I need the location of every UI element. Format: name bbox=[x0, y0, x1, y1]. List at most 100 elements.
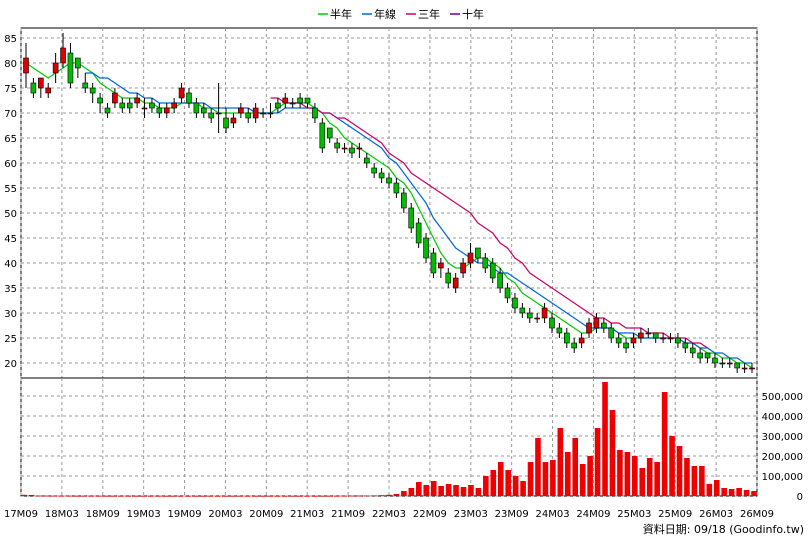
candle-body bbox=[67, 52, 74, 84]
candle-body bbox=[630, 337, 637, 344]
volume-bar bbox=[348, 495, 355, 497]
volume-bar bbox=[140, 495, 146, 497]
volume-bar bbox=[505, 470, 511, 496]
candle-body bbox=[119, 102, 126, 109]
price-tick-label: 30 bbox=[4, 309, 17, 320]
candle-body bbox=[682, 342, 689, 349]
volume-bar bbox=[334, 495, 340, 497]
volume-bar bbox=[617, 450, 623, 496]
candle-body bbox=[571, 342, 578, 349]
candle-body bbox=[467, 252, 474, 264]
volume-bar bbox=[147, 495, 154, 497]
volume-bar bbox=[58, 495, 65, 497]
price-tick-label: 40 bbox=[4, 259, 17, 270]
candle-body bbox=[497, 272, 503, 289]
volume-bar bbox=[319, 495, 325, 497]
candle-body bbox=[75, 57, 81, 69]
candle-body bbox=[386, 177, 392, 184]
volume-bar bbox=[296, 495, 303, 497]
ma-line-三年 bbox=[270, 97, 708, 349]
volume-bar bbox=[281, 495, 288, 497]
volume-bar bbox=[594, 428, 601, 496]
candle-body bbox=[89, 87, 96, 94]
volume-bar bbox=[721, 488, 728, 496]
volume-bar bbox=[676, 446, 683, 496]
candle-body bbox=[623, 342, 629, 349]
candle-body bbox=[445, 272, 452, 284]
candle-body bbox=[230, 117, 237, 124]
candle-body bbox=[52, 62, 59, 74]
volume-bar bbox=[497, 462, 504, 496]
volume-bar bbox=[185, 495, 191, 497]
volume-bar bbox=[632, 456, 638, 496]
volume-bar bbox=[490, 470, 497, 496]
price-tick-label: 35 bbox=[4, 284, 17, 295]
price-tick-label: 75 bbox=[4, 84, 17, 95]
candle-body bbox=[393, 182, 400, 194]
candle-body bbox=[689, 347, 696, 354]
x-tick-label: 19M09 bbox=[168, 509, 202, 520]
volume-bar bbox=[401, 491, 407, 496]
candle-body bbox=[38, 77, 44, 89]
candle-body bbox=[563, 332, 570, 344]
price-tick-label: 45 bbox=[4, 234, 17, 245]
x-tick-label: 18M03 bbox=[45, 509, 79, 520]
volume-bar bbox=[244, 495, 251, 497]
volume-bar bbox=[691, 466, 698, 496]
candle-body bbox=[549, 317, 555, 329]
volume-bar bbox=[624, 452, 631, 496]
candle-body bbox=[482, 257, 489, 269]
price-tick-label: 60 bbox=[4, 159, 17, 170]
candle-body bbox=[356, 147, 363, 150]
x-tick-label: 21M09 bbox=[331, 509, 365, 520]
volume-bar bbox=[699, 466, 705, 496]
volume-bar bbox=[669, 436, 675, 496]
volume-bar bbox=[88, 495, 94, 497]
x-tick-label: 25M03 bbox=[617, 509, 651, 520]
volume-bar bbox=[512, 476, 519, 496]
candle-body bbox=[645, 332, 652, 335]
candle-body bbox=[638, 332, 644, 339]
volume-bar bbox=[587, 456, 593, 496]
volume-bar bbox=[550, 460, 556, 496]
x-tick-label: 22M09 bbox=[413, 509, 447, 520]
volume-bar bbox=[609, 410, 616, 496]
candle-body bbox=[319, 122, 326, 149]
candle-body bbox=[541, 307, 548, 319]
legend-item: 十年 bbox=[462, 7, 484, 21]
volume-bar bbox=[252, 495, 258, 497]
volume-bar bbox=[527, 462, 534, 496]
candle-body bbox=[304, 97, 311, 104]
volume-tick-label: 100,000 bbox=[762, 472, 803, 483]
volume-bar bbox=[743, 490, 750, 496]
candlesticks bbox=[23, 33, 755, 373]
volume-bar bbox=[95, 495, 102, 497]
x-tick-label: 19M03 bbox=[127, 509, 161, 520]
volume-bar bbox=[423, 485, 430, 496]
candle-body bbox=[415, 222, 422, 244]
candle-body bbox=[675, 337, 681, 344]
volume-bar bbox=[557, 428, 564, 496]
volume-bar bbox=[304, 495, 310, 497]
x-tick-label: 23M03 bbox=[454, 509, 488, 520]
volume-tick-label: 500,000 bbox=[762, 392, 803, 403]
candle-body bbox=[534, 317, 540, 320]
volume-bar bbox=[125, 495, 132, 497]
candle-body bbox=[749, 367, 755, 370]
candle-body bbox=[200, 107, 207, 114]
volume-tick-label: 200,000 bbox=[762, 452, 803, 463]
volume-bar bbox=[267, 495, 273, 497]
candle-body bbox=[697, 352, 703, 359]
candle-body bbox=[660, 337, 666, 340]
candle-body bbox=[408, 207, 415, 229]
candle-body bbox=[112, 92, 118, 104]
x-tick-label: 26M03 bbox=[699, 509, 733, 520]
volume-bar bbox=[162, 495, 169, 497]
x-tick-label: 22M03 bbox=[372, 509, 406, 520]
volume-bar bbox=[170, 495, 176, 497]
candle-body bbox=[341, 147, 348, 150]
volume-bar bbox=[289, 495, 295, 497]
candle-body bbox=[171, 102, 177, 109]
volume-bar bbox=[535, 438, 541, 496]
volume-bar bbox=[326, 495, 333, 497]
